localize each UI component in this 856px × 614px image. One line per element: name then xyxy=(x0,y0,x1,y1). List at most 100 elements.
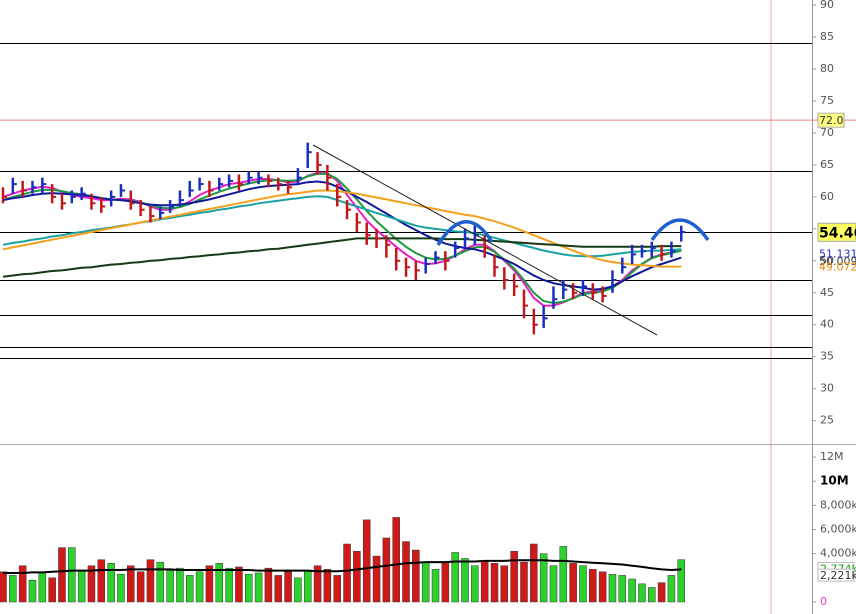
volume-bar xyxy=(353,551,361,603)
volume-bar xyxy=(382,537,391,603)
volume-bar xyxy=(0,571,7,603)
moving-average xyxy=(2,189,682,268)
y-tick-label: 50 xyxy=(820,254,834,267)
volume-bar xyxy=(294,577,302,603)
volume-bar xyxy=(471,565,479,603)
y-tick-label: 45 xyxy=(820,286,834,299)
volume-bar xyxy=(431,569,440,603)
moving-average xyxy=(2,237,682,278)
volume-bar xyxy=(235,566,243,603)
volume-bar xyxy=(284,571,292,603)
price-label: 72.0 xyxy=(819,114,844,127)
volume-bar xyxy=(569,563,577,603)
y-tick-label: 35 xyxy=(820,350,834,363)
y-tick-label: 40 xyxy=(820,318,834,331)
volume-bar xyxy=(245,573,253,603)
price-label: 50.009 xyxy=(819,255,856,268)
volume-bar xyxy=(68,547,76,603)
volume-bar xyxy=(608,573,617,603)
volume-bar xyxy=(87,565,96,603)
y-tick-label: 12M xyxy=(820,450,844,463)
volume-bar xyxy=(657,582,666,603)
volume-bar xyxy=(500,565,509,603)
y-tick-label: 70 xyxy=(820,126,834,139)
volume-bar xyxy=(677,559,686,603)
volume-bar xyxy=(589,569,597,603)
volume-bar xyxy=(156,561,165,603)
price-label: 49.072 xyxy=(819,261,856,274)
volume-bar xyxy=(254,572,263,603)
volume-bar xyxy=(225,567,233,603)
volume-bar xyxy=(313,565,322,603)
arc-annotation xyxy=(650,218,710,242)
y-tick-label: 10M xyxy=(820,474,849,488)
volume-bar xyxy=(598,571,607,603)
volume-bar xyxy=(333,575,341,603)
y-tick-label: 0 xyxy=(820,595,827,608)
y-tick-label: 85 xyxy=(820,30,834,43)
volume-bar xyxy=(362,519,371,603)
volume-bar xyxy=(28,579,37,603)
volume-bar xyxy=(136,571,145,603)
volume-bar xyxy=(38,572,47,603)
y-tick-label: 65 xyxy=(820,158,834,171)
volume-bar xyxy=(264,567,273,603)
volume-bar xyxy=(215,563,224,603)
volume-bar xyxy=(176,567,184,603)
volume-bar xyxy=(480,560,489,603)
price-label: 54.46 xyxy=(819,225,856,241)
y-tick-label: 30 xyxy=(820,382,834,395)
volume-bar xyxy=(127,565,135,603)
volume-bar xyxy=(441,561,450,603)
volume-bar xyxy=(343,543,351,603)
volume-bar xyxy=(451,552,459,603)
volume-bar xyxy=(205,565,214,603)
price-label-box xyxy=(817,112,845,128)
volume-bar xyxy=(412,549,420,603)
y-tick-label: 6,000k xyxy=(820,523,856,536)
volume-bar xyxy=(549,565,558,603)
y-tick-label: 90 xyxy=(820,0,834,11)
price-label-box xyxy=(817,222,856,242)
trend-line xyxy=(312,144,658,336)
y-tick-label: 60 xyxy=(820,190,834,203)
volume-bar xyxy=(372,555,381,603)
y-tick-label: 25 xyxy=(820,414,834,427)
y-tick-label: 4,000k xyxy=(820,547,856,560)
volume-bar xyxy=(166,570,174,603)
volume-bar xyxy=(520,561,528,603)
volume-bar xyxy=(186,575,194,603)
y-tick-label: 80 xyxy=(820,62,834,75)
volume-bar xyxy=(461,558,469,603)
y-tick-label: 8,000k xyxy=(820,498,856,511)
price-panel: 253035404550556065707580859072.054.4651.… xyxy=(0,0,856,427)
y-tick-label: 75 xyxy=(820,94,834,107)
volume-bar xyxy=(77,570,86,603)
volume-bar xyxy=(195,571,204,603)
volume-bar xyxy=(392,517,400,603)
volume-bar xyxy=(58,547,66,603)
volume-bar xyxy=(490,563,499,603)
volume-bar xyxy=(628,578,636,603)
volume-bar xyxy=(146,559,155,603)
volume-bar xyxy=(579,565,587,603)
volume-bar xyxy=(618,575,627,603)
volume-bar xyxy=(559,546,568,603)
volume-bar xyxy=(539,553,548,603)
volume-average xyxy=(3,559,682,574)
arc-annotation xyxy=(436,220,494,246)
volume-bar xyxy=(274,575,282,603)
volume-bar xyxy=(9,575,17,603)
volume-bar xyxy=(638,583,646,603)
volume-bar xyxy=(667,575,676,603)
volume-bar xyxy=(303,570,312,603)
volume-bar xyxy=(117,573,125,603)
value-label-box xyxy=(817,568,855,582)
volume-bar xyxy=(48,577,56,603)
volume-bar xyxy=(402,541,410,603)
volume-bar xyxy=(18,565,27,603)
volume-bar xyxy=(530,543,538,603)
value-label: 2,221k xyxy=(820,569,856,582)
